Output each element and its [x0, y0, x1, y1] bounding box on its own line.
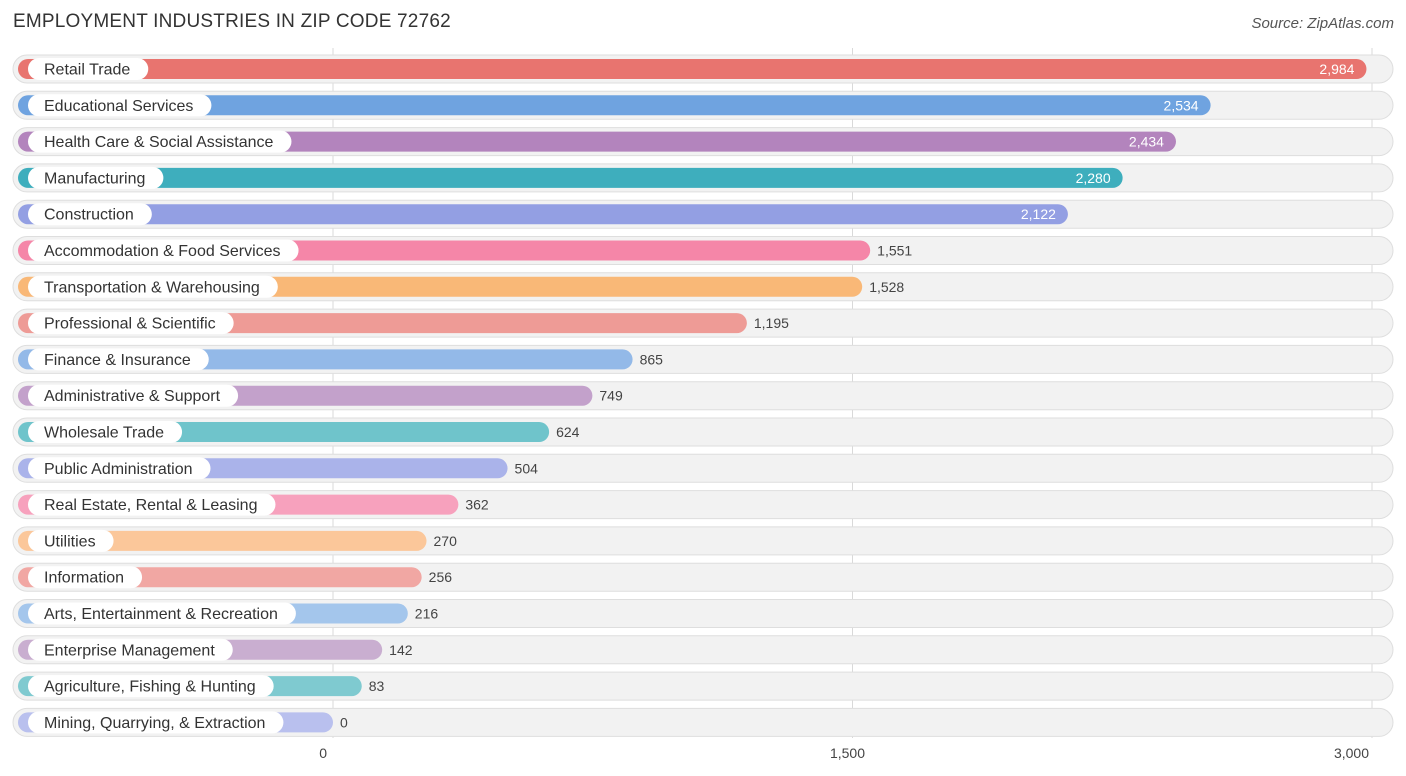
- bar-row: Health Care & Social Assistance 2,434: [12, 127, 1394, 157]
- bar-category-label: Arts, Entertainment & Recreation: [44, 606, 278, 623]
- bar-row: Transportation & Warehousing 1,528: [12, 272, 1394, 302]
- bar-label-pill: [28, 711, 284, 734]
- bar-category-label: Wholesale Trade: [44, 425, 164, 442]
- bar-category-label: Educational Services: [44, 98, 193, 115]
- bar-category-label: Information: [44, 570, 124, 587]
- bar-label-pill: [28, 275, 278, 298]
- source-label: Source: ZipAtlas.com: [1251, 15, 1394, 32]
- bar-category-label: Retail Trade: [44, 62, 130, 79]
- bar: [18, 204, 1068, 225]
- bar-category-label: Utilities: [44, 533, 96, 550]
- bar-category-label: Administrative & Support: [44, 388, 221, 405]
- bar-category-label: Manufacturing: [44, 170, 145, 187]
- bar-value-label: 749: [599, 388, 623, 404]
- bar-category-label: Finance & Insurance: [44, 352, 191, 369]
- bar-label-pill: [28, 312, 234, 335]
- bar-value-label: 1,195: [754, 315, 789, 331]
- chart-title: EMPLOYMENT INDUSTRIES IN ZIP CODE 72762: [13, 11, 451, 32]
- x-tick-label: 3,000: [1334, 745, 1369, 761]
- bar: [18, 530, 427, 551]
- bar-row: Arts, Entertainment & Recreation 216: [12, 599, 1394, 628]
- bar: [18, 59, 1367, 79]
- bar-label-pill: [28, 638, 233, 661]
- bar-value-label: 504: [515, 460, 539, 476]
- bar-row: Accommodation & Food Services 1,551: [12, 236, 1394, 265]
- bar-category-label: Enterprise Management: [44, 642, 215, 659]
- bar-row: Utilities 270: [12, 526, 1394, 556]
- bar-category-label: Real Estate, Rental & Leasing: [44, 497, 257, 514]
- bar-label-pill: [28, 166, 164, 189]
- bar-label-pill: [28, 457, 211, 480]
- bar-row: Wholesale Trade 624: [12, 417, 1394, 447]
- bar-value-label: 1,551: [877, 243, 912, 259]
- bar: [18, 167, 1123, 188]
- bar-value-label: 2,122: [1021, 206, 1056, 222]
- bar-value-label: 216: [415, 606, 439, 622]
- bar-value-label: 2,280: [1076, 170, 1111, 186]
- bar-value-label: 83: [369, 678, 385, 694]
- bar-label-pill: [28, 130, 292, 153]
- bar-label-pill: [28, 675, 274, 698]
- bar-row: Agriculture, Fishing & Hunting 83: [12, 671, 1394, 701]
- bar-value-label: 2,534: [1164, 97, 1199, 113]
- bar-row: Manufacturing 2,280: [12, 163, 1394, 193]
- bar: [18, 131, 1176, 152]
- bar-track: [12, 707, 1394, 737]
- bar-label-pill: [28, 384, 239, 407]
- bar-rows: Retail Trade 2,984 Educational Services 2,5…: [12, 54, 1394, 737]
- bar-row: Information 256: [12, 562, 1394, 592]
- x-axis-ticks: 0 1,500 3,000: [319, 745, 1369, 761]
- bar-label-pill: [28, 529, 114, 552]
- bar-row: Mining, Quarrying, & Extraction 0: [12, 707, 1394, 737]
- bar-label-pill: [28, 602, 296, 625]
- bar-value-label: 2,434: [1129, 134, 1164, 150]
- bar-label-pill: [28, 203, 152, 226]
- bar-value-label: 270: [434, 533, 458, 549]
- bar-value-label: 624: [556, 424, 580, 440]
- bar-value-label: 0: [340, 714, 348, 730]
- bar-value-label: 142: [389, 642, 413, 658]
- bar-label-pill: [28, 348, 209, 371]
- bar-value-label: 865: [640, 351, 664, 367]
- x-tick-label: 1,500: [830, 745, 865, 761]
- bar-row: Real Estate, Rental & Leasing 362: [12, 490, 1394, 520]
- bar-label-pill: [28, 493, 276, 516]
- bar-row: Finance & Insurance 865: [12, 344, 1394, 374]
- bar-category-label: Health Care & Social Assistance: [44, 134, 274, 151]
- bar: [18, 95, 1211, 116]
- bar-row: Public Administration 504: [12, 453, 1394, 483]
- bar-value-label: 256: [429, 569, 453, 585]
- bar-label-pill: [28, 239, 299, 262]
- x-tick-label: 0: [319, 745, 327, 761]
- bar-category-label: Public Administration: [44, 461, 193, 478]
- bar-row: Professional & Scientific 1,195: [12, 308, 1394, 338]
- bar-category-label: Agriculture, Fishing & Hunting: [44, 679, 256, 696]
- bar-label-pill: [28, 58, 149, 80]
- bar-row: Enterprise Management 142: [12, 635, 1394, 665]
- bar-row: Construction 2,122: [12, 199, 1394, 229]
- bar-row: Retail Trade 2,984: [12, 54, 1394, 84]
- bar-category-label: Construction: [44, 207, 134, 224]
- bar-category-label: Accommodation & Food Services: [44, 243, 281, 260]
- bar-label-pill: [28, 94, 212, 117]
- bar-value-label: 1,528: [869, 279, 904, 295]
- bar-value-label: 2,984: [1319, 61, 1354, 77]
- bar-category-label: Professional & Scientific: [44, 316, 216, 333]
- bar-label-pill: [28, 421, 183, 443]
- bar-category-label: Mining, Quarrying, & Extraction: [44, 715, 265, 732]
- bar-label-pill: [28, 566, 143, 589]
- bar-value-label: 362: [465, 497, 489, 513]
- bar-row: Administrative & Support 749: [12, 381, 1394, 411]
- bar-row: Educational Services 2,534: [12, 90, 1394, 120]
- bar-category-label: Transportation & Warehousing: [44, 279, 260, 296]
